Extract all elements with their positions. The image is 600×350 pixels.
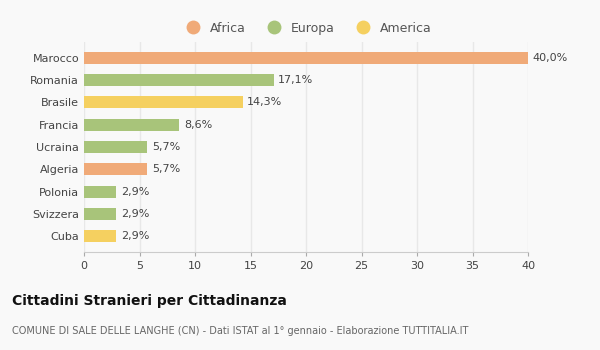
Text: 14,3%: 14,3% [247, 97, 283, 107]
Bar [84, 163, 147, 175]
Bar [84, 74, 274, 86]
Bar [84, 96, 243, 108]
Bar [84, 141, 147, 153]
Bar [84, 230, 116, 243]
Text: 2,9%: 2,9% [121, 209, 149, 219]
Text: 5,7%: 5,7% [152, 142, 180, 152]
Text: 8,6%: 8,6% [184, 120, 212, 130]
Bar [84, 51, 528, 64]
Legend: Africa, Europa, America: Africa, Europa, America [175, 17, 437, 40]
Bar [84, 208, 116, 220]
Text: 40,0%: 40,0% [532, 53, 568, 63]
Text: 2,9%: 2,9% [121, 187, 149, 197]
Text: Cittadini Stranieri per Cittadinanza: Cittadini Stranieri per Cittadinanza [12, 294, 287, 308]
Text: 2,9%: 2,9% [121, 231, 149, 241]
Bar [84, 186, 116, 198]
Text: COMUNE DI SALE DELLE LANGHE (CN) - Dati ISTAT al 1° gennaio - Elaborazione TUTTI: COMUNE DI SALE DELLE LANGHE (CN) - Dati … [12, 326, 469, 336]
Bar [84, 119, 179, 131]
Text: 5,7%: 5,7% [152, 164, 180, 174]
Text: 17,1%: 17,1% [278, 75, 314, 85]
